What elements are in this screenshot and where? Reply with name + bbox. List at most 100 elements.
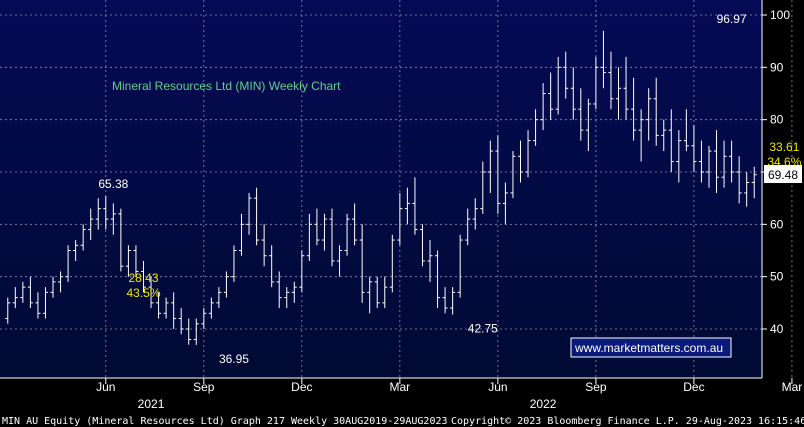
ohlc-bar [668, 109, 674, 172]
ohlc-bar [193, 318, 199, 345]
x-tick-label: Mar [390, 380, 411, 394]
ohlc-bar [487, 140, 493, 193]
ohlc-bar [691, 124, 697, 172]
last-value-label: 69.48 [768, 168, 798, 182]
ohlc-bars [5, 30, 757, 345]
y-tick-label: 60 [770, 217, 784, 231]
ohlc-bar [533, 109, 539, 146]
y-tick-label: 40 [770, 322, 784, 336]
ohlc-bar [329, 208, 335, 267]
ohlc-bar [744, 172, 750, 207]
ohlc-bar [563, 51, 569, 99]
x-axis: JunSepDecMarJunSepDecMarJunSep2021202220… [0, 377, 802, 411]
ohlc-bar [163, 297, 169, 319]
ohlc-bar [495, 135, 501, 214]
ohlc-bar [585, 98, 591, 152]
ohlc-bar [593, 56, 599, 110]
ohlc-bar [231, 245, 237, 282]
ohlc-bar [502, 182, 508, 225]
ohlc-bar [284, 287, 290, 309]
footer-left: MIN AU Equity (Mineral Resources Ltd) Gr… [2, 416, 448, 427]
ohlc-bar [714, 130, 720, 193]
x-tick-label: Sep [585, 380, 607, 394]
ohlc-bar [35, 292, 41, 319]
ohlc-bar [254, 187, 260, 246]
ohlc-bar [419, 224, 425, 267]
y-tick-label: 100 [770, 8, 790, 22]
ohlc-bar [125, 245, 131, 277]
ohlc-bar [397, 192, 403, 246]
y-tick-label: 50 [770, 270, 784, 284]
ohlc-bar [570, 67, 576, 120]
ohlc-bar [299, 250, 305, 293]
ohlc-bar [555, 56, 561, 115]
ohlc-bar [306, 213, 312, 261]
ohlc-bar [20, 281, 26, 303]
ohlc-bar [698, 140, 704, 183]
ohlc-bar [337, 245, 343, 277]
ohlc-bar [736, 156, 742, 204]
ohlc-bar [638, 109, 644, 162]
ohlc-bar [133, 245, 139, 277]
ohlc-bar [465, 208, 471, 246]
ohlc-bar [510, 151, 516, 199]
ohlc-bar [525, 130, 531, 178]
ohlc-bar [751, 166, 757, 199]
ohlc-bar [352, 203, 358, 246]
ohlc-bar [178, 308, 184, 335]
ohlc-bar [578, 88, 584, 141]
x-tick-label: Jun [96, 380, 115, 394]
ohlc-bar [239, 213, 245, 256]
ohlc-bar [246, 192, 252, 235]
ohlc-bar [435, 250, 441, 309]
ohlc-bar [186, 318, 192, 345]
ohlc-bar [389, 234, 395, 293]
ohlc-bar [156, 292, 162, 319]
ohlc-bar [261, 224, 267, 267]
ohlc-bar [42, 287, 48, 319]
ohlc-bar [540, 83, 546, 131]
ohlc-bar [276, 271, 282, 309]
y-tick-label: 80 [770, 113, 784, 127]
ohlc-bar [616, 67, 622, 120]
ohlc-bar [683, 109, 689, 152]
ohlc-bar [412, 177, 418, 235]
ohlc-bar [27, 276, 33, 309]
watermark-box [570, 337, 732, 358]
x-year-label: 2021 [138, 397, 165, 411]
ohlc-bar [480, 161, 486, 214]
ohlc-bar [646, 88, 652, 141]
ohlc-bar [73, 240, 79, 261]
ohlc-bar [148, 276, 154, 309]
ohlc-bar [5, 297, 11, 324]
ohlc-bar [729, 140, 735, 183]
move-amount-label: 28.43 [128, 271, 158, 285]
watermark-text: www.marketmatters.com.au [574, 341, 723, 355]
ohlc-bar [653, 77, 659, 146]
ohlc-bar [450, 287, 456, 315]
ohlc-bar [103, 196, 109, 230]
ohlc-bar [721, 140, 727, 188]
last-value-box [764, 165, 802, 183]
ohlc-bar [367, 276, 373, 314]
ohlc-bar [359, 224, 365, 303]
ohlc-bar [631, 77, 637, 141]
ohlc-bar [548, 72, 554, 120]
plot-background [0, 0, 762, 378]
ohlc-bar [457, 234, 463, 298]
ohlc-bar [321, 213, 327, 251]
ohlc-bar [314, 208, 320, 246]
x-tick-label: Dec [683, 380, 704, 394]
ohlc-bar [623, 56, 629, 120]
ohlc-bar [12, 287, 18, 309]
ohlc-bar [404, 187, 410, 225]
ohlc-bar [442, 287, 448, 314]
ohlc-bar [208, 297, 214, 319]
ohlc-bar [291, 281, 297, 303]
x-tick-label: Sep [193, 380, 215, 394]
ohlc-bar [517, 140, 523, 183]
price-annotation: 42.75 [468, 322, 498, 336]
ohlc-bar [201, 308, 207, 329]
ohlc-bar [95, 198, 101, 230]
ohlc-bar [382, 276, 388, 309]
